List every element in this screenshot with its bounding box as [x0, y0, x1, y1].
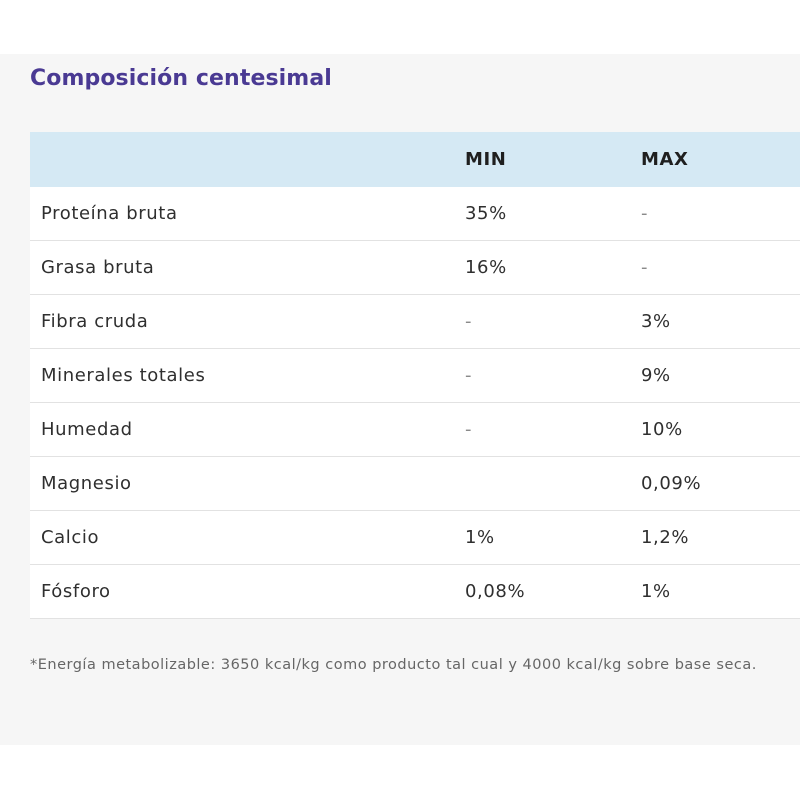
composition-panel: Composición centesimal MIN MAX Proteína … — [0, 54, 800, 745]
max-value: 1% — [641, 581, 671, 602]
table-row: Grasa bruta 16% - — [30, 241, 800, 295]
composition-table: MIN MAX Proteína bruta 35% - Grasa bruta… — [30, 132, 800, 619]
min-value: - — [465, 365, 473, 386]
nutrient-name: Minerales totales — [41, 365, 206, 386]
min-value: 0,08% — [465, 581, 526, 602]
max-value: 0,09% — [641, 473, 702, 494]
max-value: 3% — [641, 311, 671, 332]
nutrient-name: Fósforo — [41, 581, 111, 602]
table-row: Calcio 1% 1,2% — [30, 511, 800, 565]
min-value: 1% — [465, 527, 495, 548]
table-row: Fibra cruda - 3% — [30, 295, 800, 349]
table-row: Fósforo 0,08% 1% — [30, 565, 800, 619]
max-value: 10% — [641, 419, 683, 440]
nutrient-name: Proteína bruta — [41, 203, 178, 224]
max-value: - — [641, 257, 649, 278]
table-header: MIN MAX — [30, 132, 800, 187]
nutrient-name: Fibra cruda — [41, 311, 149, 332]
max-value: 1,2% — [641, 527, 690, 548]
table-row: Minerales totales - 9% — [30, 349, 800, 403]
nutrient-name: Humedad — [41, 419, 133, 440]
nutrient-name: Grasa bruta — [41, 257, 155, 278]
header-min: MIN — [465, 149, 507, 170]
max-value: 9% — [641, 365, 671, 386]
table-row: Magnesio 0,09% — [30, 457, 800, 511]
min-value: - — [465, 311, 473, 332]
table-row: Humedad - 10% — [30, 403, 800, 457]
table-row: Proteína bruta 35% - — [30, 187, 800, 241]
min-value: - — [465, 419, 473, 440]
energy-footnote: *Energía metabolizable: 3650 kcal/kg com… — [30, 657, 757, 673]
min-value: 16% — [465, 257, 507, 278]
max-value: - — [641, 203, 649, 224]
section-title: Composición centesimal — [30, 66, 332, 91]
header-max: MAX — [641, 149, 689, 170]
min-value: 35% — [465, 203, 507, 224]
nutrient-name: Calcio — [41, 527, 100, 548]
nutrient-name: Magnesio — [41, 473, 132, 494]
